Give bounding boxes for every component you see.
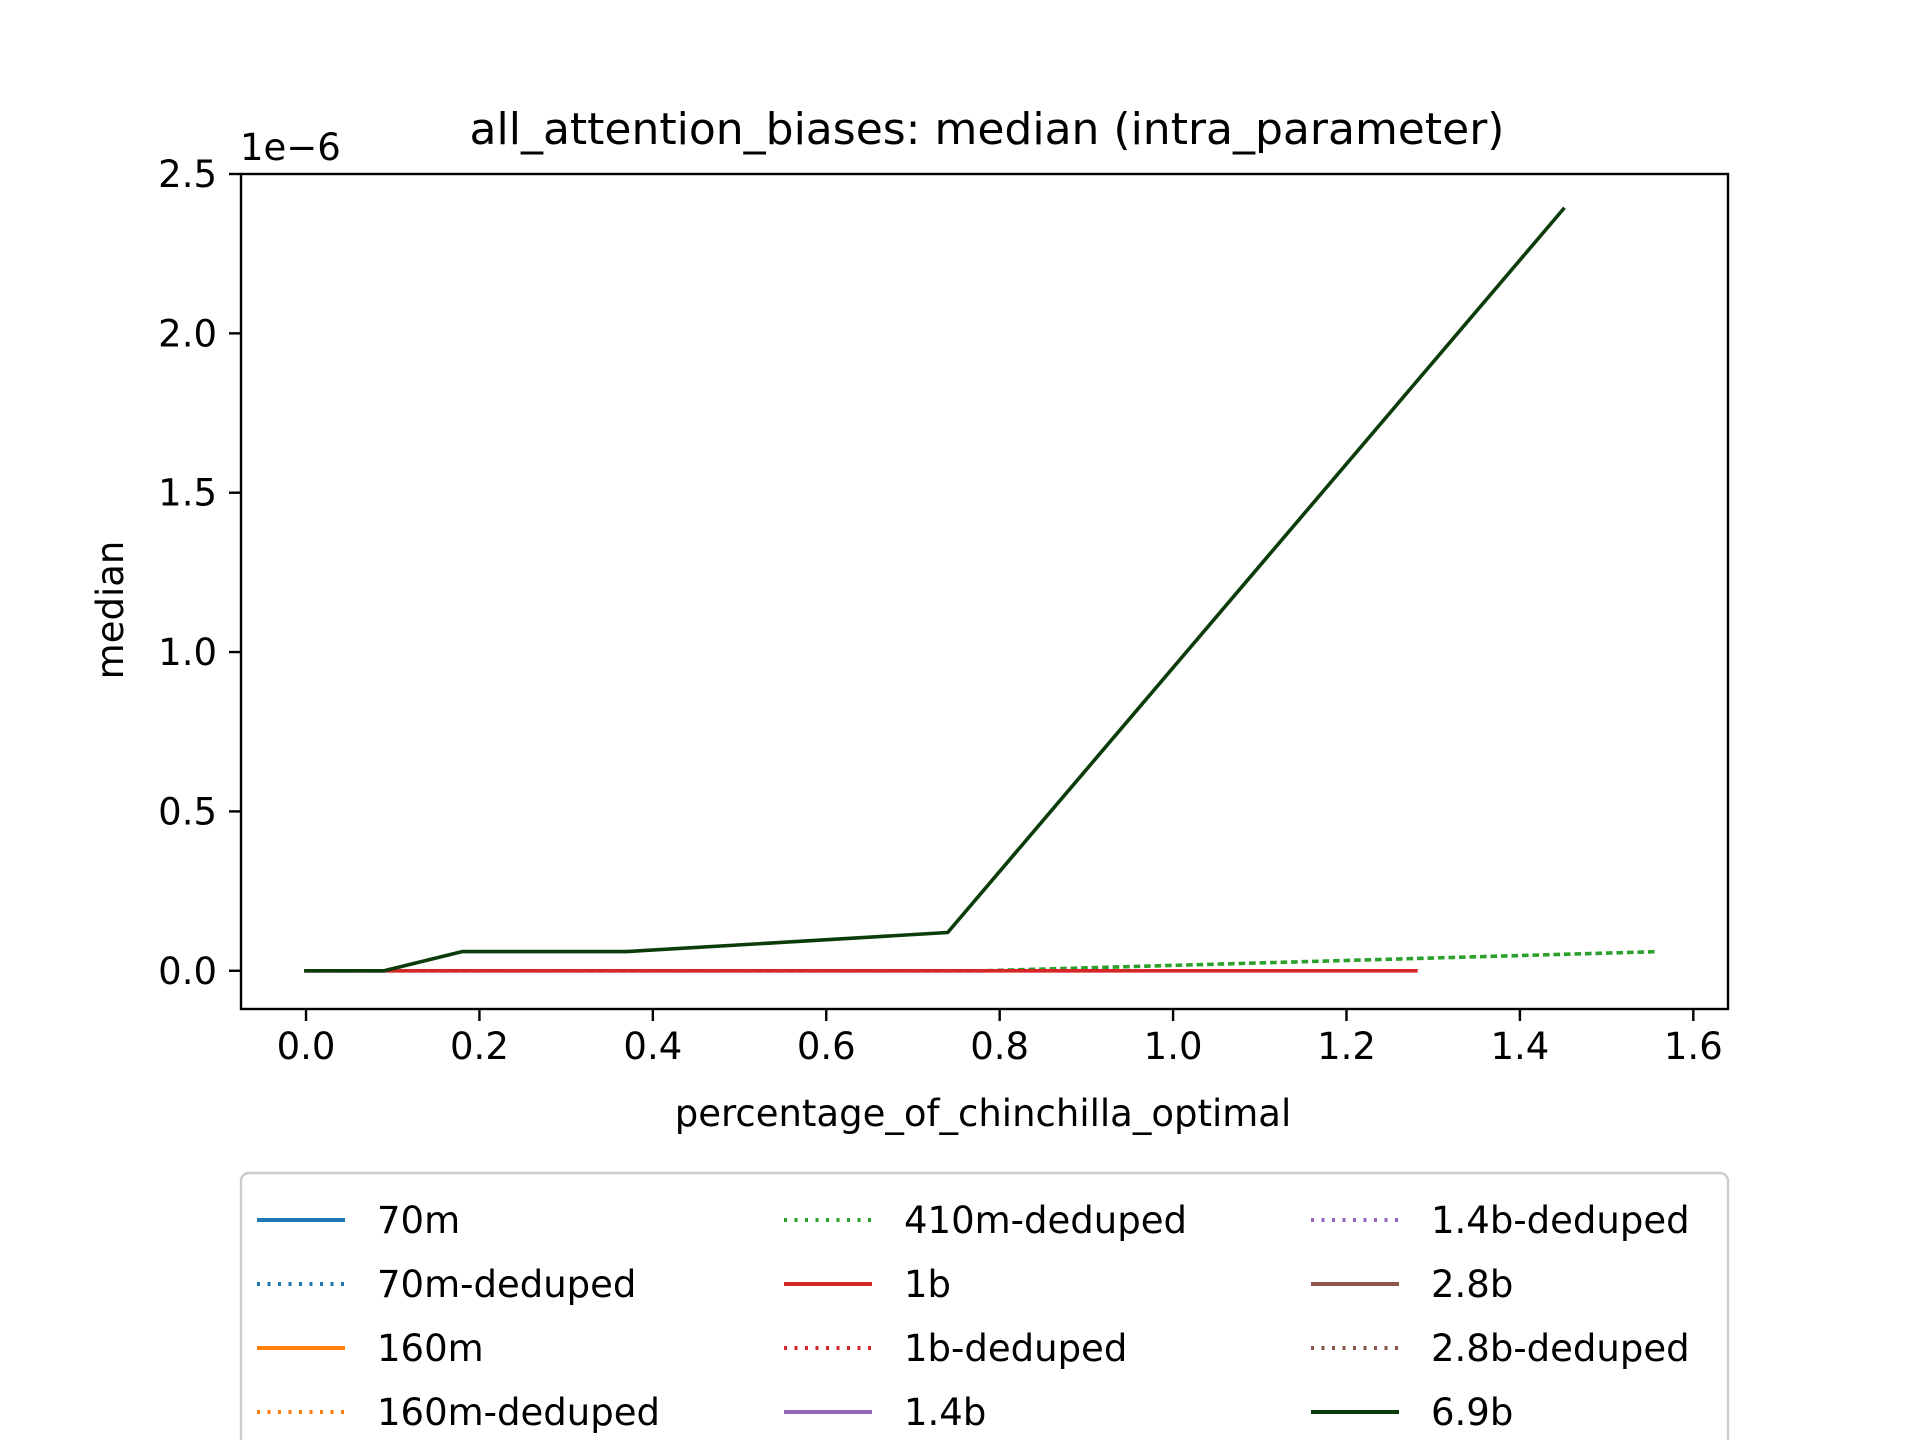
y-tick-label: 0.0 (158, 950, 217, 993)
legend-label: 6.9b (1431, 1391, 1513, 1434)
legend-label: 70m-deduped (377, 1263, 636, 1306)
series-line-6.9b (304, 206, 1566, 973)
legend-label: 2.8b-deduped (1431, 1327, 1690, 1370)
x-tick-label: 1.6 (1664, 1025, 1723, 1068)
x-axis-label: percentage_of_chinchilla_optimal (675, 1092, 1292, 1135)
y-axis-ticks: 0.0 0.5 1.0 1.5 2.0 2.5 (158, 153, 241, 993)
x-tick-label: 1.4 (1490, 1025, 1549, 1068)
x-tick-label: 0.8 (970, 1025, 1029, 1068)
y-tick-label: 2.0 (158, 312, 217, 355)
x-axis-ticks: 0.0 0.2 0.4 0.6 0.8 1.0 1.2 1.4 1.6 (277, 1009, 1723, 1068)
y-tick-label: 2.5 (158, 153, 217, 196)
legend-label: 1.4b-deduped (1431, 1199, 1690, 1242)
x-tick-label: 1.0 (1144, 1025, 1203, 1068)
legend: 70m 70m-deduped 160m 160m-deduped 410m-dedup… (239, 1171, 1730, 1440)
legend-frame (239, 1171, 1730, 1440)
series-layer (304, 206, 1661, 973)
legend-label: 1b (904, 1263, 951, 1306)
legend-label: 410m-deduped (904, 1199, 1187, 1242)
y-tick-label: 1.5 (158, 472, 217, 515)
legend-label: 160m-deduped (377, 1391, 660, 1434)
legend-label: 2.8b (1431, 1263, 1513, 1306)
x-tick-label: 0.0 (277, 1025, 336, 1068)
y-tick-label: 1.0 (158, 631, 217, 674)
x-tick-label: 0.4 (623, 1025, 682, 1068)
legend-label: 1b-deduped (904, 1327, 1127, 1370)
legend-label: 1.4b (904, 1391, 986, 1434)
legend-label: 70m (377, 1199, 460, 1242)
x-tick-label: 0.2 (450, 1025, 509, 1068)
chart-title: all_attention_biases: median (intra_para… (470, 104, 1505, 155)
y-axis-label: median (89, 541, 132, 680)
x-tick-label: 0.6 (797, 1025, 856, 1068)
plot-area (239, 172, 1730, 1011)
legend-items: 70m 70m-deduped 160m 160m-deduped 410m-dedup… (257, 1199, 1690, 1434)
y-offset-text: 1e−6 (240, 126, 341, 169)
legend-label: 160m (377, 1327, 484, 1370)
plot-frame (239, 172, 1730, 1011)
x-tick-label: 1.2 (1317, 1025, 1376, 1068)
y-tick-label: 0.5 (158, 790, 217, 833)
